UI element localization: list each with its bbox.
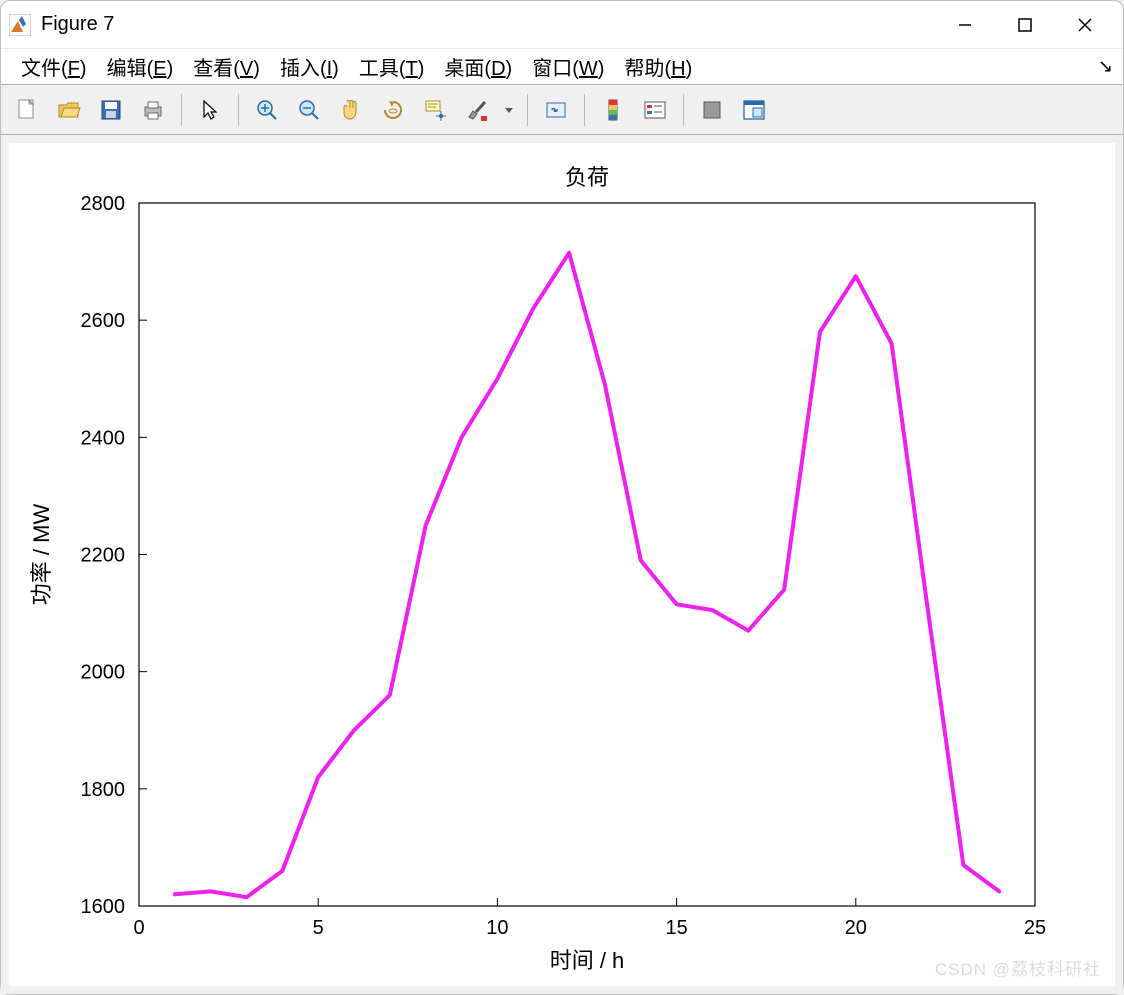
figure-area: 0 5 10 15 20 25 1600 1800 2000 2200 2400 2600 2800 时间… [1, 135, 1123, 994]
pan-button[interactable] [333, 92, 369, 128]
svg-text:10: 10 [486, 917, 508, 939]
colorbar-button[interactable] [595, 92, 631, 128]
dock-figure-button[interactable] [736, 92, 772, 128]
menu-edit[interactable]: 编辑(E) [97, 50, 184, 83]
svg-text:1800: 1800 [81, 779, 126, 801]
legend-button[interactable] [637, 92, 673, 128]
open-file-button[interactable] [51, 92, 87, 128]
toolbar-separator [238, 94, 239, 126]
menu-view[interactable]: 查看(V) [183, 50, 270, 83]
menu-desktop[interactable]: 桌面(D) [434, 50, 522, 83]
svg-text:2800: 2800 [81, 193, 126, 215]
menu-help[interactable]: 帮助(H) [614, 50, 702, 83]
save-button[interactable] [93, 92, 129, 128]
link-plot-button[interactable] [538, 92, 574, 128]
brush-dropdown-button[interactable] [501, 92, 517, 128]
dock-arrow-icon[interactable]: ↘ [1098, 56, 1113, 77]
svg-text:20: 20 [845, 917, 867, 939]
toolbar-separator [527, 94, 528, 126]
svg-text:25: 25 [1024, 917, 1046, 939]
new-file-button[interactable] [9, 92, 45, 128]
toolbar [1, 85, 1123, 135]
titlebar: Figure 7 [1, 1, 1123, 49]
close-button[interactable] [1055, 5, 1115, 45]
print-button[interactable] [135, 92, 171, 128]
toolbar-separator [584, 94, 585, 126]
rotate-button[interactable] [375, 92, 411, 128]
matlab-icon [9, 14, 31, 36]
window-title: Figure 7 [41, 13, 935, 36]
svg-text:2200: 2200 [81, 545, 126, 567]
axes-panel[interactable]: 0 5 10 15 20 25 1600 1800 2000 2200 2400 2600 2800 时间… [9, 143, 1115, 986]
pointer-button[interactable] [192, 92, 228, 128]
line-chart: 0 5 10 15 20 25 1600 1800 2000 2200 2400 2600 2800 时间… [9, 143, 1115, 986]
window-controls [935, 5, 1115, 45]
svg-text:5: 5 [313, 917, 324, 939]
zoom-out-button[interactable] [291, 92, 327, 128]
menu-tools[interactable]: 工具(T) [349, 50, 435, 83]
brush-button[interactable] [459, 92, 495, 128]
toolbar-separator [181, 94, 182, 126]
svg-text:功率 / MW: 功率 / MW [29, 504, 54, 606]
menubar: 文件(F) 编辑(E) 查看(V) 插入(I) 工具(T) 桌面(D) 窗口(W… [1, 49, 1123, 85]
toolbar-separator [683, 94, 684, 126]
menu-file[interactable]: 文件(F) [11, 50, 97, 83]
svg-text:2400: 2400 [81, 427, 126, 449]
svg-text:0: 0 [133, 917, 144, 939]
figure-window: Figure 7 文件(F) 编辑(E) 查看(V) 插入(I) 工具(T) 桌… [0, 0, 1124, 995]
svg-text:时间 / h: 时间 / h [550, 948, 625, 973]
hide-plot-tools-button[interactable] [694, 92, 730, 128]
data-cursor-button[interactable] [417, 92, 453, 128]
zoom-in-button[interactable] [249, 92, 285, 128]
svg-text:15: 15 [665, 917, 687, 939]
menu-window[interactable]: 窗口(W) [522, 50, 614, 83]
svg-text:1600: 1600 [81, 896, 126, 918]
svg-text:2000: 2000 [81, 662, 126, 684]
minimize-button[interactable] [935, 5, 995, 45]
svg-text:负荷: 负荷 [565, 165, 609, 190]
svg-text:2600: 2600 [81, 310, 126, 332]
menu-insert[interactable]: 插入(I) [270, 50, 349, 83]
maximize-button[interactable] [995, 5, 1055, 45]
